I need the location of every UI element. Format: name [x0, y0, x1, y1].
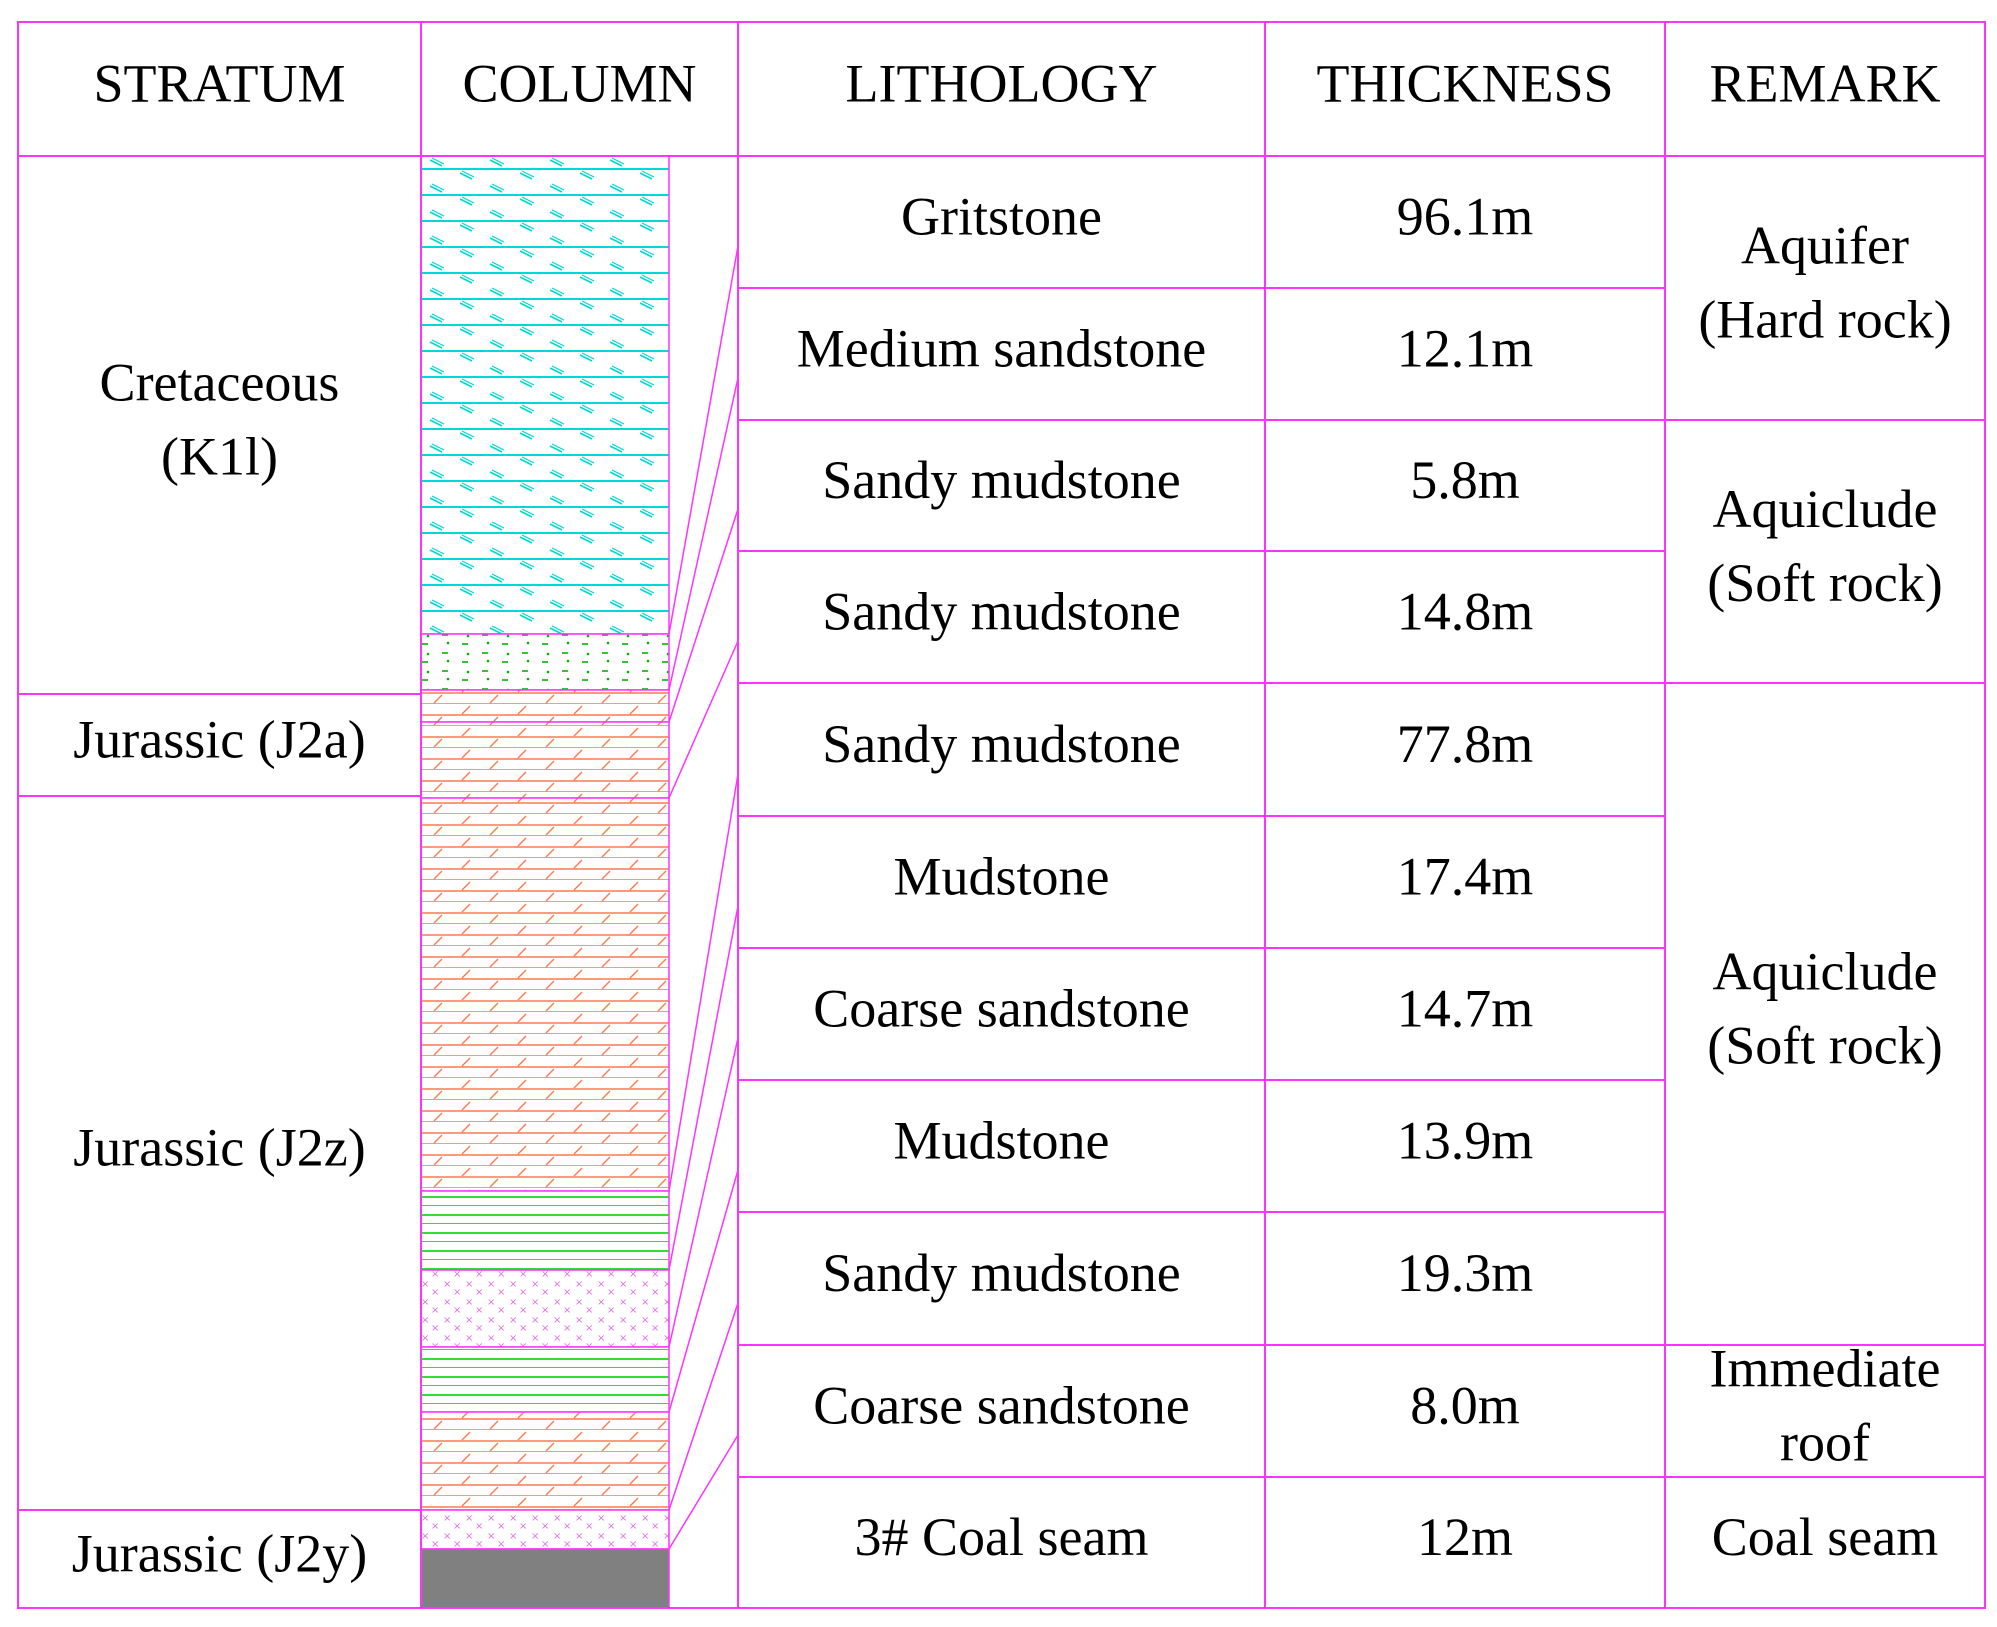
header-column: COLUMN: [462, 53, 696, 113]
lithology-cell: 3# Coal seam: [855, 1507, 1149, 1567]
connector-line: [668, 640, 739, 799]
lithology-cell: Coarse sandstone: [813, 978, 1189, 1038]
column-band-mudstone: [420, 1346, 670, 1413]
column-band-mudstone: [420, 1190, 670, 1271]
connector-line: [668, 1037, 739, 1348]
thickness-cell: 14.7m: [1397, 978, 1534, 1038]
thickness-cell: 19.3m: [1397, 1243, 1534, 1303]
remark-cell: Aquiclude: [1713, 479, 1938, 539]
remark-cell: (Soft rock): [1707, 553, 1942, 613]
header-remark: REMARK: [1709, 53, 1940, 113]
remark-cell: Aquifer: [1741, 215, 1909, 275]
connector-line: [668, 1169, 739, 1413]
column-band-gritstone: [420, 155, 670, 635]
thickness-cell: 8.0m: [1410, 1375, 1520, 1435]
table-grid: [17, 21, 1986, 1609]
stratum-label: Jurassic (J2z): [73, 1117, 365, 1177]
table-text: STRATUM COLUMN LITHOLOGY THICKNESS REMARK Cre…: [72, 53, 1952, 1583]
connector-line: [668, 905, 739, 1271]
thickness-cell: 12m: [1417, 1507, 1513, 1567]
lithology-cell: Coarse sandstone: [813, 1375, 1189, 1435]
connector-line: [668, 1434, 739, 1550]
thickness-cell: 13.9m: [1397, 1110, 1534, 1170]
thickness-cell: 17.4m: [1397, 846, 1534, 906]
lithology-cell: Medium sandstone: [797, 318, 1206, 378]
table-border: [17, 21, 1986, 1609]
connector-line: [668, 773, 739, 1192]
connector-line: [668, 1302, 739, 1511]
lithology-cell: Gritstone: [901, 186, 1102, 246]
header-thickness: THICKNESS: [1316, 53, 1613, 113]
remark-cell: (Hard rock): [1698, 289, 1951, 349]
lithology-cell: Sandy mudstone: [822, 581, 1181, 641]
lithology-cell: Mudstone: [894, 1110, 1110, 1170]
thickness-cell: 77.8m: [1397, 714, 1534, 774]
thickness-cell: 14.8m: [1397, 581, 1534, 641]
column-bands: [420, 155, 670, 1609]
stratum-label: (K1l): [161, 426, 278, 486]
remark-cell: Immediate: [1710, 1338, 1941, 1398]
remark-cell: Aquiclude: [1713, 941, 1938, 1001]
stratum-label: Cretaceous: [100, 352, 340, 412]
connector-line: [668, 245, 739, 635]
column-band-medium-sandstone: [420, 633, 670, 691]
header-lithology: LITHOLOGY: [846, 53, 1158, 113]
connector-line: [668, 508, 739, 723]
lithology-cell: Sandy mudstone: [822, 450, 1181, 510]
header-stratum: STRATUM: [93, 53, 345, 113]
thickness-cell: 96.1m: [1397, 186, 1534, 246]
column-band-sandy-mudstone: [420, 721, 670, 799]
column-band-coarse-sandstone: [420, 1509, 670, 1550]
column-band-sandy-mudstone: [420, 797, 670, 1192]
thickness-cell: 12.1m: [1397, 318, 1534, 378]
connector-line: [668, 377, 739, 691]
remark-cell: Coal seam: [1712, 1507, 1938, 1567]
lithology-cell: Sandy mudstone: [822, 714, 1181, 774]
lithology-cell: Sandy mudstone: [822, 1243, 1181, 1303]
column-band-coal: [420, 1548, 670, 1609]
remark-cell: (Soft rock): [1707, 1015, 1942, 1075]
stratum-label: Jurassic (J2a): [73, 709, 365, 769]
remark-cell: roof: [1780, 1412, 1870, 1472]
lithology-cell: Mudstone: [894, 846, 1110, 906]
stratum-label: Jurassic (J2y): [72, 1523, 367, 1583]
column-band-sandy-mudstone: [420, 1411, 670, 1511]
thickness-cell: 5.8m: [1410, 450, 1520, 510]
column-band-sandy-mudstone: [420, 689, 670, 723]
column-band-coarse-sandstone: [420, 1269, 670, 1348]
